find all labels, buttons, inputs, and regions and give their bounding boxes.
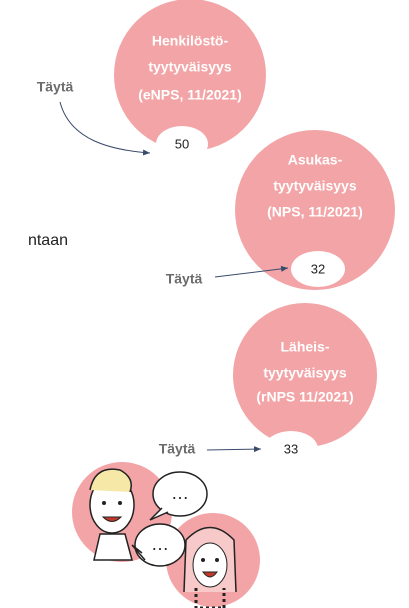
circle-title: Läheis- <box>280 339 329 355</box>
circle-title: (NPS, 11/2021) <box>267 204 363 220</box>
circle-title: tyytyväisyys <box>148 59 232 75</box>
value: 50 <box>175 136 189 151</box>
circle-title: Asukas- <box>288 152 343 168</box>
circle-title: Henkilöstö- <box>152 33 229 49</box>
bubble-text: … <box>171 483 189 503</box>
page: ntaan Henkilöstö- tyytyväisyys (eNPS, 11… <box>0 0 409 608</box>
fill-label: Täytä <box>166 271 203 287</box>
value: 32 <box>311 261 325 276</box>
circle-title: (eNPS, 11/2021) <box>138 87 242 103</box>
circle-title: (rNPS 11/2021) <box>256 389 353 405</box>
arrow <box>207 449 261 450</box>
illustration: … … <box>72 462 260 608</box>
bubble-text: … <box>151 534 169 554</box>
value: 33 <box>284 441 298 456</box>
circle-title: tyytyväisyys <box>263 365 347 381</box>
fill-label: Täytä <box>159 441 196 457</box>
fill-label: Täytä <box>37 79 74 95</box>
side-text: ntaan <box>28 232 68 249</box>
circle-title: tyytyväisyys <box>273 178 357 194</box>
